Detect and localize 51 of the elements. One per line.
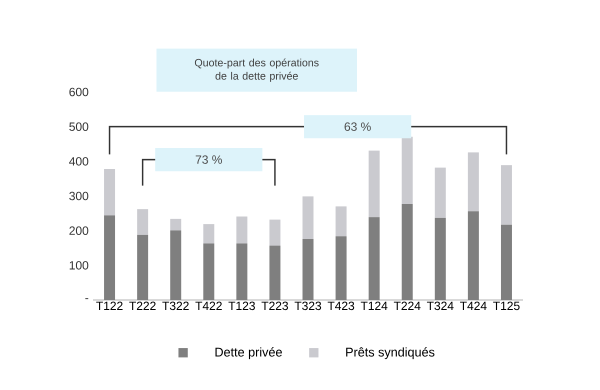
x-tick-label: T222 <box>129 302 156 310</box>
bar <box>203 224 214 244</box>
x-tick-label: T422 <box>195 302 222 310</box>
bar <box>500 165 512 225</box>
bar <box>236 216 248 244</box>
bar <box>104 168 116 216</box>
x-tick-label: T125 <box>493 302 520 310</box>
bar <box>104 215 116 300</box>
x-tick-label: T324 <box>426 302 454 310</box>
bar <box>500 224 512 300</box>
x-tick-label: T123 <box>228 302 255 310</box>
bar <box>468 211 479 300</box>
bar <box>468 152 479 212</box>
y-tick-label: 500 <box>69 122 88 131</box>
text: Quote-part des opérations de la dette privée <box>194 58 319 82</box>
y-tick-label: 600 <box>69 88 88 96</box>
bar <box>402 204 413 300</box>
bar <box>170 230 182 300</box>
legend-label: Dette privée <box>215 347 282 360</box>
x-tick-label: T424 <box>460 302 487 310</box>
y-tick-label: 300 <box>69 192 88 200</box>
bar <box>170 218 182 230</box>
bar <box>402 136 413 204</box>
bar <box>203 243 214 300</box>
bar <box>137 234 148 300</box>
x-tick-label: T122 <box>96 302 123 310</box>
annotation: 73 % <box>196 155 222 164</box>
bar <box>336 236 347 300</box>
y-tick-label: - <box>85 298 88 300</box>
x-tick-label: T322 <box>162 302 189 310</box>
bar <box>302 196 314 239</box>
y-tick-label: 400 <box>69 157 88 166</box>
bar <box>236 243 248 300</box>
bar <box>434 168 446 218</box>
bar <box>269 220 280 246</box>
bar <box>434 218 446 300</box>
x-tick-label: T423 <box>328 302 354 310</box>
legend-label: Prêts syndiqués <box>346 347 434 360</box>
y-tick-label: 100 <box>70 261 88 270</box>
y-tick-label: 200 <box>69 226 88 235</box>
annotation: 63 % <box>344 122 371 131</box>
bar <box>137 209 148 235</box>
bar <box>336 206 347 236</box>
bar <box>368 217 380 300</box>
bar <box>368 150 380 218</box>
x-tick-label: T223 <box>262 302 288 310</box>
x-tick-label: T124 <box>360 302 388 310</box>
x-tick-label: T323 <box>294 302 322 310</box>
x-tick-label: T224 <box>394 302 421 310</box>
bar <box>302 238 314 300</box>
bar <box>269 246 280 300</box>
